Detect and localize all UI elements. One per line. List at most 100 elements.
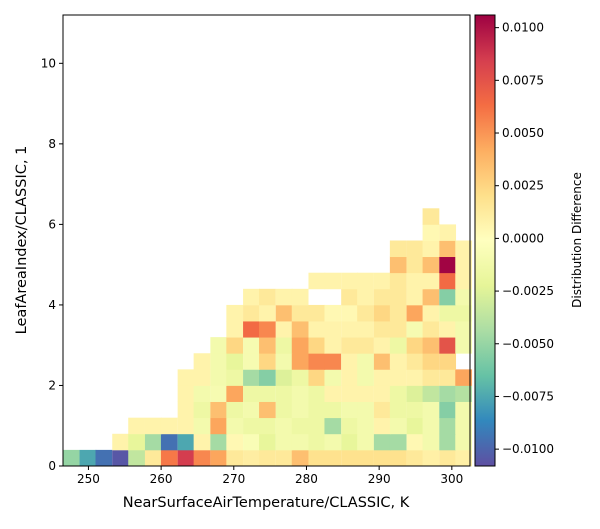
heatmap-cell (259, 369, 276, 386)
y-tick-label: 10 (41, 56, 56, 70)
heatmap-cell (275, 401, 293, 419)
heatmap-cell (341, 288, 358, 306)
heatmap-cell (226, 417, 244, 435)
heatmap-cell (243, 369, 260, 386)
heatmap-cell (193, 369, 211, 386)
heatmap-cell (455, 449, 473, 467)
heatmap-cell (308, 337, 326, 354)
heatmap-cell (275, 417, 293, 435)
heatmap-cell (193, 353, 211, 370)
heatmap-cell (160, 433, 178, 451)
heatmap-cells (62, 208, 473, 467)
heatmap-cell (259, 304, 276, 322)
heatmap-cell (291, 449, 309, 467)
heatmap-cell (357, 449, 374, 467)
heatmap-cell (128, 433, 145, 451)
heatmap-cell (226, 369, 244, 386)
heatmap-cell (422, 353, 440, 370)
heatmap-cell (210, 385, 228, 402)
heatmap-cell (226, 401, 244, 419)
heatmap-cell (243, 353, 260, 370)
heatmap-cell (324, 272, 342, 290)
heatmap-cell (341, 449, 358, 467)
heatmap-cell (406, 256, 424, 274)
heatmap-cell (341, 401, 358, 419)
heatmap-cell (341, 353, 358, 370)
heatmap-cell (193, 417, 211, 435)
heatmap-cell (226, 337, 244, 354)
heatmap-cell (455, 385, 473, 402)
heatmap-cell (439, 433, 457, 451)
heatmap-cell (324, 337, 342, 354)
heatmap-cell (226, 449, 244, 467)
heatmap-cell (210, 337, 228, 354)
heatmap-cell (177, 369, 195, 386)
y-tick-label: 4 (48, 298, 56, 312)
heatmap-cell (439, 369, 457, 386)
heatmap-cell (259, 449, 276, 467)
heatmap-cell (324, 433, 342, 451)
heatmap-cell (422, 337, 440, 354)
heatmap-cell (275, 288, 293, 306)
heatmap-cell (389, 321, 407, 338)
colorbar-tick-label: 0.0100 (502, 21, 544, 35)
heatmap-cell (389, 369, 407, 386)
heatmap-cell (373, 321, 391, 338)
heatmap-cell (439, 417, 457, 435)
heatmap-cell (389, 433, 407, 451)
x-axis-ticks: 250 260 270 280 290 300 (77, 466, 463, 486)
heatmap-cell (389, 240, 407, 258)
heatmap-cell (291, 401, 309, 419)
heatmap-cell (177, 417, 195, 435)
heatmap-cell (308, 369, 326, 386)
heatmap-cell (226, 385, 244, 402)
heatmap-cell (406, 304, 424, 322)
heatmap-cell (308, 353, 326, 370)
heatmap-cell (373, 369, 391, 386)
heatmap-cell (455, 401, 473, 419)
heatmap-cell (177, 449, 195, 467)
heatmap-cell (308, 449, 326, 467)
heatmap-cell (406, 401, 424, 419)
heatmap-cell (62, 449, 80, 467)
heatmap-cell (455, 369, 473, 386)
heatmap-cell (112, 433, 129, 451)
heatmap-cell (193, 449, 211, 467)
colorbar-tick-label: −0.0050 (502, 337, 554, 351)
heatmap-cell (455, 304, 473, 322)
heatmap-cell (455, 433, 473, 451)
heatmap-cell (439, 321, 457, 338)
heatmap-cell (308, 417, 326, 435)
heatmap-cell (439, 304, 457, 322)
heatmap-cell (357, 304, 374, 322)
heatmap-cell (422, 208, 440, 225)
heatmap-cell (341, 369, 358, 386)
x-tick-label: 260 (150, 472, 173, 486)
heatmap-cell (226, 304, 244, 322)
heatmap-cell (226, 353, 244, 370)
heatmap-cell (210, 417, 228, 435)
heatmap-cell (439, 240, 457, 258)
heatmap-cell (308, 272, 326, 290)
heatmap-cell (324, 401, 342, 419)
heatmap-cell (406, 272, 424, 290)
heatmap-cell (210, 449, 228, 467)
heatmap-cell (406, 353, 424, 370)
colorbar-tick-label: −0.0100 (502, 442, 554, 456)
heatmap-cell (177, 401, 195, 419)
heatmap-cell (341, 417, 358, 435)
heatmap-cell (357, 288, 374, 306)
heatmap-cell (406, 385, 424, 402)
heatmap-cell (341, 304, 358, 322)
heatmap-cell (422, 417, 440, 435)
heatmap-cell (324, 369, 342, 386)
heatmap-cell (439, 385, 457, 402)
heatmap-cell (243, 304, 260, 322)
heatmap-cell (275, 321, 293, 338)
heatmap-cell (226, 433, 244, 451)
y-tick-label: 2 (48, 378, 56, 392)
heatmap-cell (439, 401, 457, 419)
heatmap-cell (373, 337, 391, 354)
heatmap-cell (439, 272, 457, 290)
